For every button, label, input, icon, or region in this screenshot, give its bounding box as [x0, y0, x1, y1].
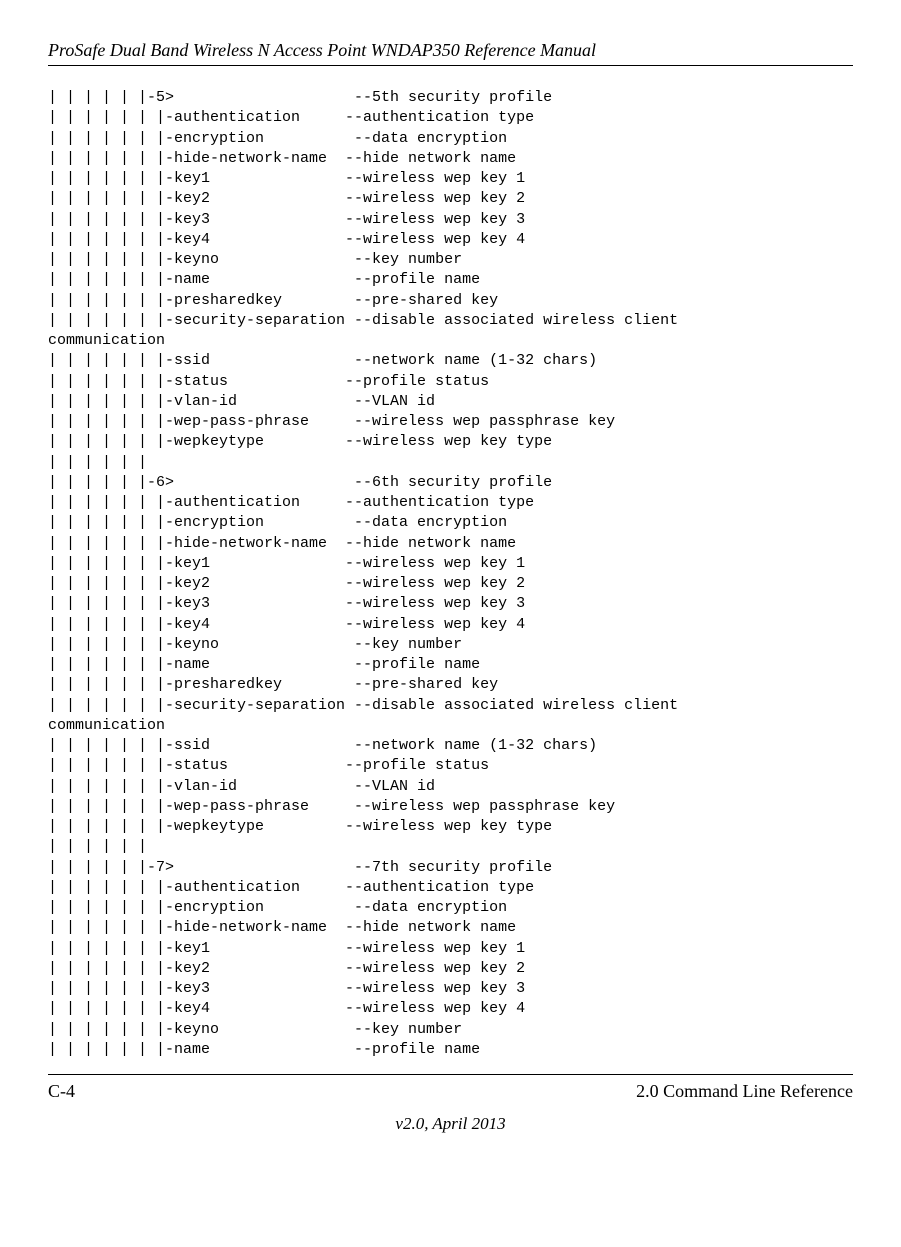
footer-version: v2.0, April 2013: [48, 1114, 853, 1134]
header-rule: [48, 65, 853, 66]
footer-row: C-4 2.0 Command Line Reference: [48, 1081, 853, 1102]
footer-rule: [48, 1074, 853, 1075]
footer-section-title: 2.0 Command Line Reference: [636, 1081, 853, 1102]
page: ProSafe Dual Band Wireless N Access Poin…: [0, 0, 901, 1164]
header-title: ProSafe Dual Band Wireless N Access Poin…: [48, 40, 853, 61]
footer-page-number: C-4: [48, 1081, 75, 1102]
cli-tree-block: | | | | | |-5> --5th security profile | …: [48, 88, 853, 1060]
